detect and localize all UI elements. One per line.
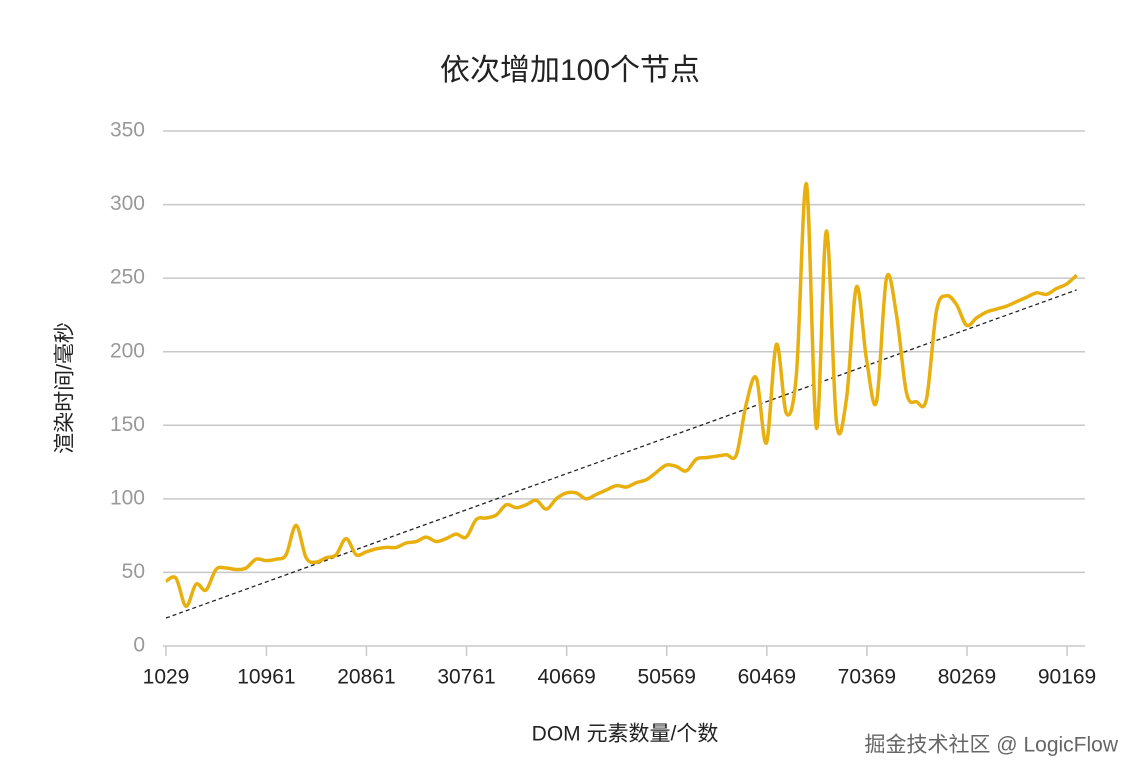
x-axis-label: DOM 元素数量/个数 xyxy=(532,723,719,746)
x-tick-label: 10961 xyxy=(237,666,295,689)
y-tick-label: 300 xyxy=(110,192,145,215)
y-tick-label: 100 xyxy=(110,486,145,509)
y-tick-label: 350 xyxy=(110,119,145,142)
y-tick-label: 250 xyxy=(110,266,145,289)
chart-title: 依次增加100个节点 xyxy=(440,54,700,87)
x-tick-label: 20861 xyxy=(337,666,395,689)
x-tick-label: 50569 xyxy=(638,666,696,689)
y-axis-label: 渲染时间/毫秒 xyxy=(54,322,77,454)
y-tick-label: 0 xyxy=(133,634,145,657)
x-tick-label: 90169 xyxy=(1038,666,1096,689)
x-tick-label: 80269 xyxy=(938,666,996,689)
x-tick-label: 1029 xyxy=(143,666,190,689)
x-tick-label: 70369 xyxy=(838,666,896,689)
y-tick-label: 50 xyxy=(122,560,145,583)
x-tick-label: 40669 xyxy=(537,666,595,689)
x-tick-label: 30761 xyxy=(437,666,495,689)
trend-line xyxy=(165,289,1077,619)
y-tick-label: 150 xyxy=(110,413,145,436)
y-tick-label: 200 xyxy=(110,339,145,362)
x-tick-label: 60469 xyxy=(738,666,796,689)
data-line xyxy=(165,182,1078,609)
watermark: 掘金技术社区 @ LogicFlow xyxy=(864,734,1118,757)
